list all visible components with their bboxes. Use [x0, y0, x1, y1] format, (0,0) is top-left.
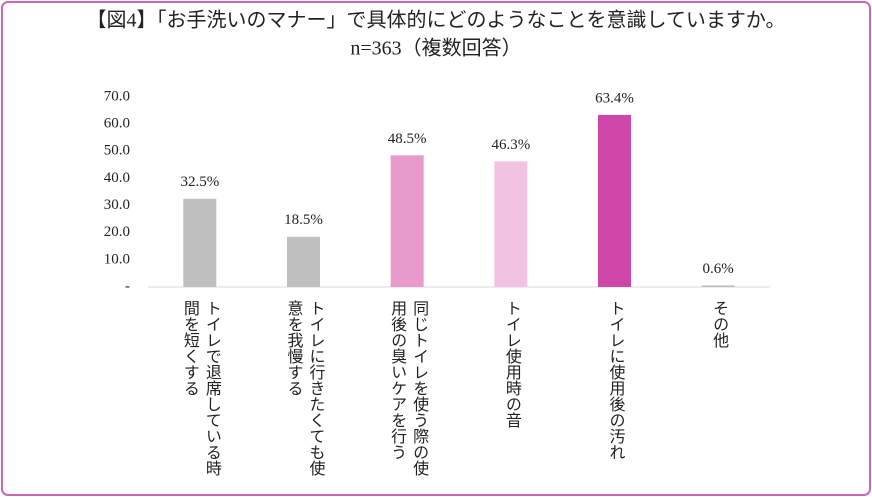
- x-tick-label: トイレ使用時の音: [502, 300, 520, 428]
- data-label: 48.5%: [388, 131, 427, 147]
- data-label: 46.3%: [491, 137, 530, 153]
- y-tick-label: 60.0: [104, 116, 130, 132]
- x-tick-label: トイレに使用後の汚れ: [606, 300, 624, 460]
- y-tick-label: 70.0: [104, 88, 130, 104]
- data-label: 63.4%: [595, 90, 634, 106]
- bar: [183, 198, 217, 287]
- x-tick-label: トイレで退席している時間を短くする: [180, 300, 220, 476]
- data-label: 18.5%: [284, 212, 323, 228]
- data-label: 32.5%: [180, 174, 219, 190]
- y-tick-label: 20.0: [104, 224, 130, 240]
- y-tick-label: 10.0: [104, 251, 130, 267]
- chart-subtitle: n=363（複数回答）: [350, 37, 521, 60]
- bar: [390, 155, 424, 287]
- y-tick-label: -: [125, 278, 130, 294]
- x-tick-label: その他: [710, 300, 728, 348]
- x-tick-label: トイレに行きたくても使意を我慢する: [284, 300, 324, 476]
- y-tick-label: 30.0: [104, 197, 130, 213]
- bar: [287, 236, 320, 287]
- chart-title: 【図4】「お手洗いのマナー」で具体的にどのようなことを意識していますか。: [87, 9, 786, 32]
- bar: [701, 285, 735, 287]
- bar: [494, 161, 528, 287]
- y-tick-label: 50.0: [104, 143, 130, 159]
- y-tick-label: 40.0: [104, 170, 130, 186]
- x-tick-label: 同じトイレを使う際の使用後の臭いケアを行う: [388, 300, 428, 476]
- bar: [598, 114, 631, 288]
- data-label: 0.6%: [703, 261, 734, 277]
